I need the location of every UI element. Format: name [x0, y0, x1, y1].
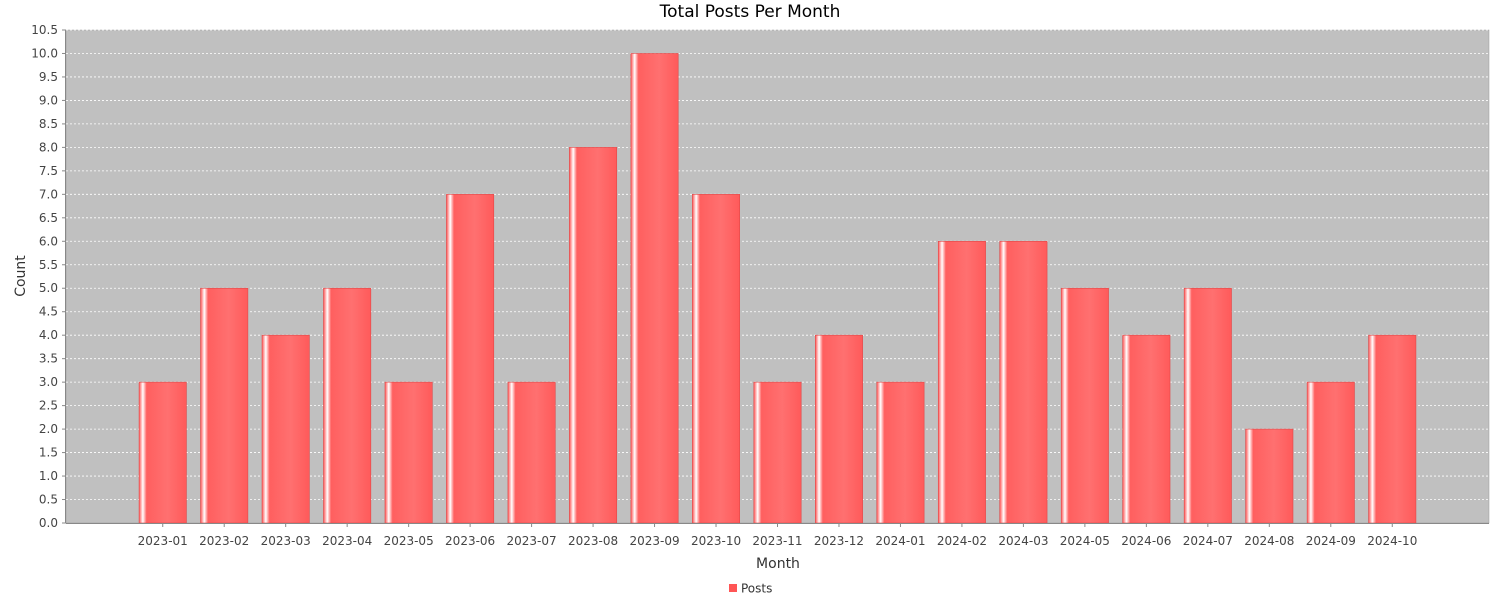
bar-2023-09	[630, 53, 679, 524]
legend-swatch	[729, 584, 737, 592]
x-tick-label: 2023-08	[568, 534, 618, 548]
bar-2024-01	[876, 381, 925, 524]
x-tick-label: 2024-08	[1244, 534, 1294, 548]
bar-2024-10	[1368, 334, 1417, 524]
y-tick-label: 7.5	[39, 164, 58, 178]
legend-label: Posts	[741, 582, 772, 596]
y-tick-label: 4.5	[39, 305, 58, 319]
bar-2024-02	[937, 240, 986, 524]
x-tick-label: 2023-10	[691, 534, 741, 548]
x-tick-label: 2023-05	[384, 534, 434, 548]
bar-2024-03	[999, 240, 1048, 524]
x-tick-label: 2024-06	[1121, 534, 1171, 548]
y-axis-ticks: 0.0 0.5 1.0 1.5 2.0 2.5 3.0 3.5 4.0 4.5 5.0 5.5 6.0 6…	[31, 23, 66, 530]
x-axis-ticks: 2023-01 2023-02 2023-03 2023-04 2023-05 2023-…	[138, 523, 1417, 548]
x-tick-label: 2023-04	[322, 534, 372, 548]
y-tick-label: 5.5	[39, 258, 58, 272]
legend: Posts	[729, 582, 772, 596]
bar-2023-07	[507, 381, 556, 524]
y-tick-label: 10.5	[31, 23, 58, 37]
y-tick-label: 1.0	[39, 469, 58, 483]
y-tick-label: 6.0	[39, 234, 58, 248]
x-tick-label: 2024-02	[937, 534, 987, 548]
y-tick-label: 2.0	[39, 422, 58, 436]
x-tick-label: 2023-01	[138, 534, 188, 548]
y-tick-label: 0.5	[39, 493, 58, 507]
x-tick-label: 2023-12	[814, 534, 864, 548]
bar-2023-10	[692, 194, 740, 524]
x-tick-label: 2023-07	[507, 534, 557, 548]
bar-2023-08	[569, 147, 618, 524]
x-axis-title: Month	[756, 556, 800, 572]
y-tick-label: 10.0	[31, 46, 58, 60]
y-tick-label: 9.0	[39, 93, 58, 107]
bar-2023-04	[323, 287, 372, 524]
bar-2023-03	[261, 334, 310, 524]
bar-2024-09	[1306, 381, 1355, 524]
bar-2023-11	[753, 381, 802, 524]
bar-2024-08	[1245, 428, 1294, 524]
y-tick-label: 3.0	[39, 375, 58, 389]
x-tick-label: 2023-09	[629, 534, 679, 548]
x-tick-label: 2024-01	[875, 534, 925, 548]
y-tick-label: 8.5	[39, 117, 58, 131]
chart-title: Total Posts Per Month	[659, 2, 841, 22]
y-tick-label: 6.5	[39, 211, 58, 225]
x-tick-label: 2024-05	[1060, 534, 1110, 548]
bar-2023-12	[815, 334, 863, 524]
x-tick-label: 2023-11	[752, 534, 802, 548]
bar-2023-02	[200, 287, 249, 524]
bar-2024-06	[1122, 334, 1171, 524]
y-tick-label: 7.0	[39, 187, 58, 201]
bar-2023-01	[138, 381, 187, 524]
x-tick-label: 2023-03	[261, 534, 311, 548]
x-tick-label: 2023-06	[445, 534, 495, 548]
bars	[138, 53, 1417, 524]
y-tick-label: 4.0	[39, 328, 58, 342]
y-tick-label: 9.5	[39, 70, 58, 84]
x-tick-label: 2024-03	[998, 534, 1048, 548]
x-tick-label: 2024-10	[1367, 534, 1417, 548]
bar-2024-05	[1060, 287, 1109, 524]
x-tick-label: 2024-09	[1306, 534, 1356, 548]
y-tick-label: 5.0	[39, 281, 58, 295]
bar-2023-05	[384, 381, 433, 524]
bar-2024-07	[1183, 287, 1232, 524]
y-axis-title: Count	[13, 255, 29, 297]
y-tick-label: 3.5	[39, 352, 58, 366]
y-tick-label: 1.5	[39, 446, 58, 460]
y-tick-label: 2.5	[39, 399, 58, 413]
y-tick-label: 8.0	[39, 140, 58, 154]
bar-2023-06	[446, 194, 495, 524]
x-tick-label: 2023-02	[199, 534, 249, 548]
x-tick-label: 2024-07	[1183, 534, 1233, 548]
y-tick-label: 0.0	[39, 516, 58, 530]
